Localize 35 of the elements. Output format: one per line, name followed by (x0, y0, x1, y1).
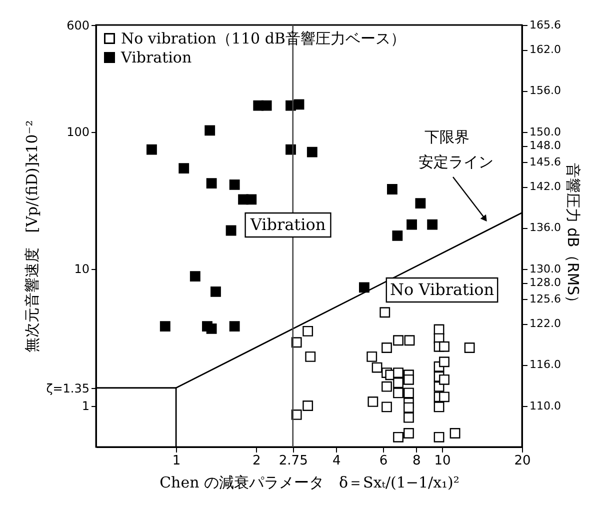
y2-tick-label: 110.0 (530, 399, 561, 412)
x-tick-label: 8 (412, 454, 421, 468)
x-tick-label: 1 (172, 454, 181, 468)
y2-tick-label: 145.6 (530, 155, 561, 168)
annotation: 下限界 (424, 128, 470, 146)
y2-tick-label: 142.0 (530, 180, 561, 194)
annotation: 安定ライン (418, 153, 494, 171)
x-tick-label: 4 (332, 454, 341, 468)
annotation: Vibration (249, 215, 326, 234)
y-axis-title: 無次元音響速度 [Vp/(fiD)]x10⁻² (23, 120, 42, 353)
y2-axis-title: 音響圧力 dB（RMS） (564, 162, 582, 310)
x-tick-label: 2 (252, 454, 261, 468)
y2-tick-label: 128.0 (530, 276, 561, 289)
x-axis-title: Chen の減衰パラメータ δ＝Sxₜ/(1−1/x₁)² (160, 474, 460, 492)
x-tick-label: 2.75 (278, 454, 308, 468)
y2-tick-label: 130.0 (530, 262, 561, 276)
y2-tick-label: 150.0 (530, 125, 561, 138)
annotation: No Vibration (390, 280, 494, 299)
y-tick-label: 1 (82, 399, 90, 414)
y2-tick-label: 125.6 (530, 292, 561, 306)
y-tick-label: 10 (74, 262, 90, 276)
x-tick-label: 20 (514, 454, 531, 468)
y2-tick-label: 156.0 (530, 84, 561, 98)
y2-tick-label: 148.0 (530, 139, 561, 152)
legend-label: Vibration (120, 48, 192, 66)
y-tick-label: 600 (66, 18, 90, 32)
y2-tick-label: 116.0 (530, 358, 561, 372)
y2-tick-label: 136.0 (530, 221, 561, 234)
y2-tick-label: 165.6 (530, 18, 561, 32)
y2-tick-label: 122.0 (530, 317, 561, 330)
x-tick-label: 10 (434, 454, 451, 468)
y2-tick-label: 162.0 (530, 43, 561, 56)
y-tick-label: ζ=1.35 (46, 381, 90, 396)
x-tick-label: 6 (379, 454, 388, 468)
y-tick-label: 100 (66, 125, 90, 140)
